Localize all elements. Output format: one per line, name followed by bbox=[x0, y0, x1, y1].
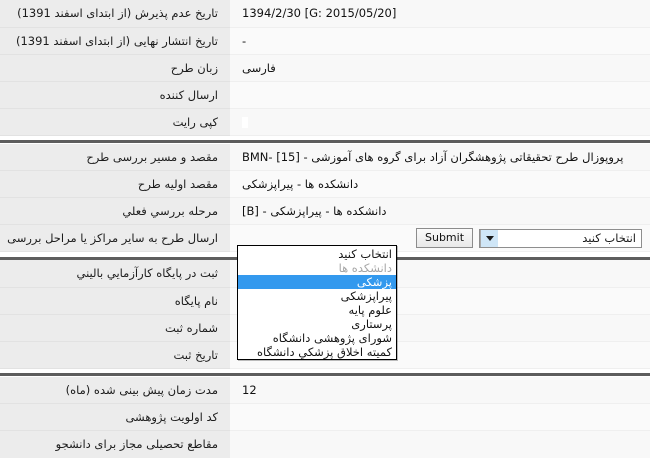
separator-bar bbox=[0, 140, 650, 143]
dropdown-option[interactable]: کمیته اخلاق پزشکي دانشگاه bbox=[256, 345, 392, 359]
row-label: زبان طرح bbox=[0, 54, 230, 82]
table-row: پروپوزال طرح تحقیقاتی پژوهشگران آزاد برا… bbox=[0, 143, 650, 171]
table-row: دانشکده ها - پیراپزشکی مقصد اولیه طرح bbox=[0, 170, 650, 198]
row-value: [G: 2015/05/20] 1394/2/30 bbox=[230, 0, 650, 28]
table-row: فارسی زبان طرح bbox=[0, 54, 650, 82]
row-value: فارسی bbox=[230, 54, 650, 82]
dropdown-option-highlighted[interactable]: پزشکی bbox=[238, 275, 396, 289]
table-row: دانشکده ها - پیراپزشکی - [B] مرحله بررسي… bbox=[0, 197, 650, 225]
chevron-down-glyph bbox=[485, 235, 494, 241]
dropdown-option-group-header: دانشکده ها bbox=[338, 261, 392, 275]
row-value: پروپوزال طرح تحقیقاتی پژوهشگران آزاد برا… bbox=[230, 143, 650, 171]
table-row: ارسال کننده bbox=[0, 81, 650, 109]
section-separator-cell bbox=[0, 368, 650, 377]
row-label: ارسال کننده bbox=[0, 81, 230, 109]
row-value: دانشکده ها - پیراپزشکی bbox=[230, 170, 650, 198]
row-label: مقصد و مسیر بررسی طرح bbox=[0, 143, 230, 171]
center-select-value: انتخاب کنید bbox=[498, 229, 641, 247]
row-value bbox=[230, 403, 650, 431]
section-separator bbox=[0, 135, 650, 144]
row-label: مرحله بررسي فعلي bbox=[0, 197, 230, 225]
table-row: - تاریخ انتشار نهایی (از ابتدای اسفند 13… bbox=[0, 27, 650, 55]
row-value: دانشکده ها - پیراپزشکی - [B] bbox=[230, 197, 650, 225]
row-value: - bbox=[230, 27, 650, 55]
row-label: مدت زمان پیش بینی شده (ماه) bbox=[0, 376, 230, 404]
dropdown-option[interactable]: پیراپزشکی bbox=[340, 289, 392, 303]
row-value-select-control: انتخاب کنید Submit bbox=[230, 224, 650, 252]
section-separator-cell bbox=[0, 135, 650, 144]
table-row: کپی رایت bbox=[0, 108, 650, 136]
chevron-down-icon[interactable] bbox=[480, 229, 498, 247]
submit-button[interactable]: Submit bbox=[416, 228, 473, 248]
table-row: مقاطع تحصیلی مجاز برای دانشجو bbox=[0, 430, 650, 458]
table-row-send-to-centers: انتخاب کنید Submit ارسال طرح به سایر مرا… bbox=[0, 224, 650, 252]
row-label: ثبت در پایگاه کارآزمایي بالیني bbox=[0, 260, 230, 288]
row-value: 12 bbox=[230, 376, 650, 404]
row-value-copyright bbox=[230, 108, 650, 136]
row-label: کد اولویت پژوهشی bbox=[0, 403, 230, 431]
row-label: تاریخ انتشار نهایی (از ابتدای اسفند 1391… bbox=[0, 27, 230, 55]
dropdown-option[interactable]: پرستاری bbox=[351, 317, 392, 331]
table-row: کد اولویت پژوهشی bbox=[0, 403, 650, 431]
row-label: کپی رایت bbox=[0, 108, 230, 136]
dropdown-option[interactable]: علوم پایه bbox=[348, 303, 392, 317]
table-row: [G: 2015/05/20] 1394/2/30 تاریخ عدم پذیر… bbox=[0, 0, 650, 28]
row-value bbox=[230, 81, 650, 109]
row-label: شماره ثبت bbox=[0, 314, 230, 342]
section-separator bbox=[0, 368, 650, 377]
row-label: تاریخ عدم پذیرش (از ابتدای اسفند 1391) bbox=[0, 0, 230, 28]
row-value bbox=[230, 430, 650, 458]
row-label: تاریخ ثبت bbox=[0, 341, 230, 369]
row-label: ارسال طرح به سایر مراکز یا مراحل بررسی bbox=[0, 224, 230, 252]
center-select-dropdown-list[interactable]: انتخاب کنید دانشکده ها پزشکی پیراپزشکی ع… bbox=[237, 245, 397, 360]
dropdown-option[interactable]: شورای پژوهشی دانشگاه bbox=[272, 331, 392, 345]
center-select-combobox[interactable]: انتخاب کنید bbox=[479, 228, 642, 248]
row-label: مقاطع تحصیلی مجاز برای دانشجو bbox=[0, 430, 230, 458]
table-row: 12 مدت زمان پیش بینی شده (ماه) bbox=[0, 376, 650, 404]
row-label: مقصد اولیه طرح bbox=[0, 170, 230, 198]
dropdown-option[interactable]: انتخاب کنید bbox=[338, 247, 392, 261]
separator-bar bbox=[0, 373, 650, 376]
row-label: نام پایگاه bbox=[0, 287, 230, 315]
table-row: تاریخ ثبت bbox=[0, 341, 650, 369]
copyright-placeholder-box bbox=[242, 116, 248, 128]
